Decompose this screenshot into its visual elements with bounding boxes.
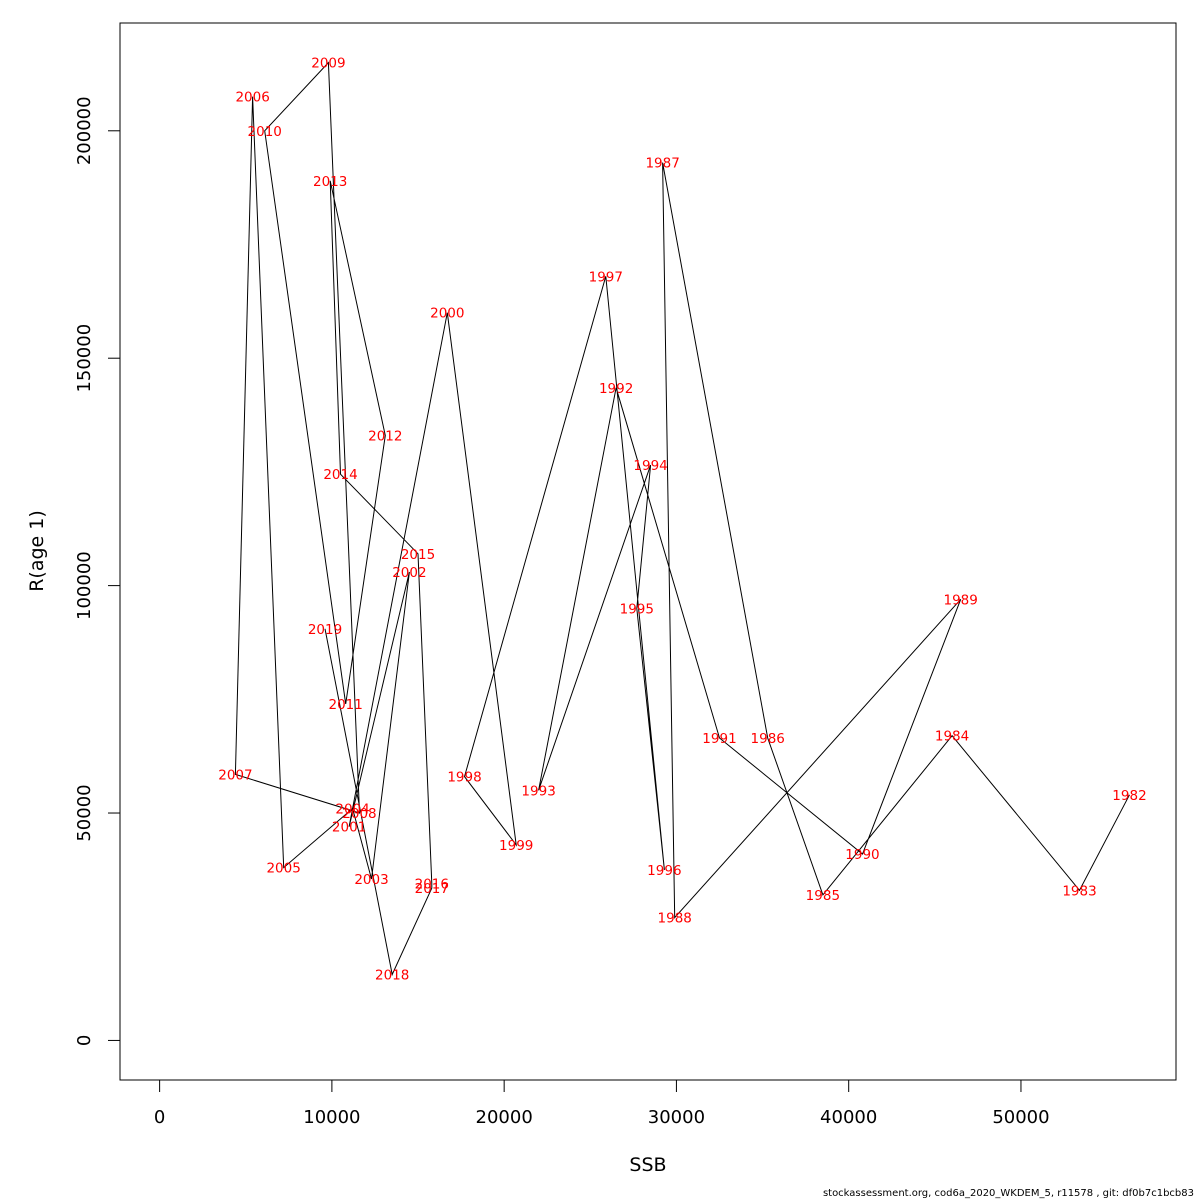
point-label-1994: 1994	[633, 458, 667, 474]
point-label-2018: 2018	[375, 967, 409, 983]
credit-footer: stockassessment.org, cod6a_2020_WKDEM_5,…	[822, 1188, 1194, 1199]
point-label-2014: 2014	[323, 467, 357, 483]
y-tick-label-2: 100000	[74, 551, 95, 620]
y-tick-label-1: 50000	[74, 784, 95, 841]
y-tick-label-4: 200000	[74, 96, 95, 165]
point-label-2008: 2008	[342, 806, 376, 822]
point-label-1993: 1993	[521, 783, 555, 799]
x-tick-label-3: 30000	[648, 1107, 705, 1128]
point-label-1988: 1988	[658, 911, 692, 927]
point-label-1989: 1989	[943, 592, 977, 608]
x-tick-label-1: 10000	[303, 1107, 360, 1128]
point-label-1996: 1996	[647, 863, 681, 879]
point-label-2017: 2017	[415, 881, 449, 897]
point-label-2011: 2011	[328, 697, 362, 713]
point-label-1986: 1986	[751, 731, 785, 747]
plot-frame	[119, 22, 1177, 1081]
point-label-2015: 2015	[401, 547, 435, 563]
x-axis-title: SSB	[629, 1154, 666, 1176]
x-tick-label-2: 20000	[476, 1107, 533, 1128]
point-label-1987: 1987	[645, 156, 679, 172]
point-label-1985: 1985	[806, 888, 840, 904]
x-tick-label-0: 0	[154, 1107, 165, 1128]
y-axis: 0 50000 100000 150000 200000	[74, 96, 121, 1046]
point-label-1997: 1997	[589, 269, 623, 285]
point-label-2004: 2004	[335, 801, 369, 817]
y-tick-label-0: 0	[74, 1035, 95, 1046]
point-label-2016: 2016	[415, 877, 449, 893]
point-label-2010: 2010	[248, 124, 282, 140]
point-label-1999: 1999	[499, 838, 533, 854]
y-axis-title: R(age 1)	[26, 510, 48, 592]
point-label-2012: 2012	[368, 429, 402, 445]
point-labels: 1982 1983 1984 1985 1986 1987 1988 1989 1990 1991…	[218, 56, 1146, 984]
series-line	[234, 61, 1130, 977]
point-label-2002: 2002	[392, 565, 426, 581]
point-label-1991: 1991	[702, 731, 736, 747]
x-tick-label-4: 40000	[820, 1107, 877, 1128]
x-axis: 0 10000 20000 30000 40000 50000	[154, 1079, 1050, 1128]
point-label-1998: 1998	[447, 770, 481, 786]
x-tick-label-5: 50000	[992, 1107, 1049, 1128]
point-label-2003: 2003	[354, 872, 388, 888]
point-label-2013: 2013	[313, 174, 347, 190]
point-label-1990: 1990	[845, 847, 879, 863]
point-label-1983: 1983	[1062, 883, 1096, 899]
point-label-2000: 2000	[430, 306, 464, 322]
point-label-2001: 2001	[332, 820, 366, 836]
point-label-1984: 1984	[935, 729, 969, 745]
point-label-2009: 2009	[311, 56, 345, 72]
point-label-1992: 1992	[599, 381, 633, 397]
point-label-1995: 1995	[620, 601, 654, 617]
y-tick-label-3: 150000	[74, 324, 95, 393]
point-label-2007: 2007	[218, 767, 252, 783]
point-label-2005: 2005	[266, 861, 300, 877]
point-label-2019: 2019	[308, 622, 342, 638]
point-label-1982: 1982	[1112, 788, 1146, 804]
point-label-2006: 2006	[235, 90, 269, 106]
